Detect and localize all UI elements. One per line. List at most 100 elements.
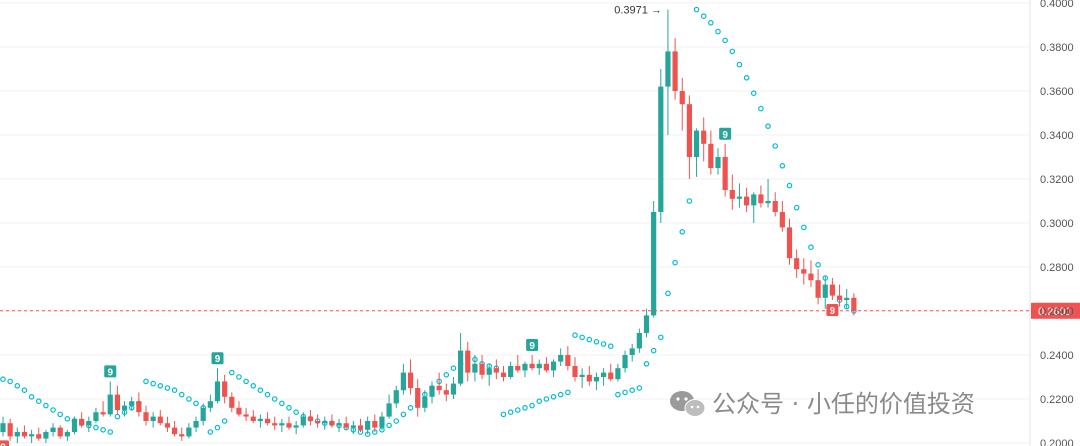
sar-dot xyxy=(229,369,235,376)
sar-dot xyxy=(679,229,686,235)
sar-dot xyxy=(279,400,285,407)
sar-dot xyxy=(7,378,13,385)
sar-dot xyxy=(736,61,743,68)
candle xyxy=(286,416,292,430)
sar-dot xyxy=(100,426,106,433)
candle-body xyxy=(479,363,485,375)
candle xyxy=(622,350,628,373)
candle xyxy=(672,38,678,100)
candle xyxy=(758,185,764,208)
sar-dot xyxy=(21,387,28,394)
candle-body xyxy=(608,372,614,380)
candle xyxy=(794,249,800,278)
candle xyxy=(579,368,585,388)
candle-body xyxy=(601,372,607,377)
candle xyxy=(493,359,499,380)
sar-dot xyxy=(643,360,650,367)
sar-dot xyxy=(758,105,764,112)
candle xyxy=(536,359,542,375)
candle-body xyxy=(150,416,156,421)
candle-body xyxy=(815,280,821,298)
candle-body xyxy=(536,363,542,369)
sar-dot xyxy=(114,413,121,420)
candle xyxy=(322,416,328,430)
candle-body xyxy=(558,355,564,362)
candle xyxy=(43,429,49,443)
candle xyxy=(407,359,414,395)
candle xyxy=(36,427,42,441)
candle xyxy=(0,416,6,437)
candle-body xyxy=(836,295,843,300)
candle xyxy=(665,9,671,135)
candle xyxy=(114,385,120,415)
candle xyxy=(801,258,807,285)
candle xyxy=(593,372,600,391)
candle-body xyxy=(851,297,857,311)
candle xyxy=(14,427,20,443)
candle-body xyxy=(744,196,750,206)
candle xyxy=(279,418,285,432)
candle-body xyxy=(622,355,628,369)
sar-dot xyxy=(293,409,299,416)
candle-body xyxy=(450,383,457,395)
candle-body xyxy=(64,432,70,437)
candle xyxy=(508,361,514,380)
candle xyxy=(422,390,428,413)
candle xyxy=(379,412,385,430)
candle-body xyxy=(701,130,707,144)
candle xyxy=(372,414,378,432)
sar-dot xyxy=(793,204,800,211)
candle xyxy=(150,412,156,428)
candle-body xyxy=(758,194,764,204)
candle xyxy=(515,355,521,373)
candle-body xyxy=(493,368,499,373)
sar-dot xyxy=(28,393,35,400)
candle-body xyxy=(379,416,385,428)
candle xyxy=(829,278,835,300)
badge-box xyxy=(0,440,9,446)
y-tick-label: 0.3000 xyxy=(1040,218,1074,230)
candle-body xyxy=(343,423,349,428)
candle-body xyxy=(636,333,642,349)
candle-body xyxy=(465,350,471,373)
sar-dot xyxy=(400,411,407,418)
candle-body xyxy=(222,381,228,397)
candle xyxy=(79,412,85,428)
candle xyxy=(121,401,128,417)
candle xyxy=(186,423,192,439)
candle-body xyxy=(772,201,778,212)
sar-dot xyxy=(672,259,678,266)
candle xyxy=(57,425,63,439)
signal-badges: 9 9 9 9 9 9 xyxy=(0,127,839,446)
candle xyxy=(86,416,92,432)
candle xyxy=(93,407,99,424)
sar-dot xyxy=(636,385,643,391)
candle-body xyxy=(593,377,600,382)
sar-dot xyxy=(264,391,271,398)
candle-body xyxy=(400,372,406,391)
candle xyxy=(779,201,785,232)
candle xyxy=(679,77,685,131)
candle-body xyxy=(315,421,321,424)
sar-dot xyxy=(407,404,414,411)
candle xyxy=(336,418,342,432)
sar-dot xyxy=(450,365,457,372)
candle-body xyxy=(293,425,299,428)
candle xyxy=(608,363,614,382)
watermark-text: 公众号 · 小任的价值投资 xyxy=(712,390,975,418)
high-price-label: 0.3971 → xyxy=(614,5,662,17)
candle xyxy=(21,425,28,439)
sar-dot xyxy=(665,290,671,297)
candle-body xyxy=(279,423,285,426)
candle-body xyxy=(79,418,85,426)
candle xyxy=(472,355,478,382)
candle-body xyxy=(372,421,378,428)
candle xyxy=(522,361,528,377)
candle-body xyxy=(107,394,113,415)
watermark: 公众号 · 小任的价值投资 xyxy=(670,390,975,418)
sar-dot xyxy=(393,418,400,424)
y-tick-label: 0.2000 xyxy=(1040,438,1074,446)
sar-dot xyxy=(529,402,535,409)
candle-body xyxy=(643,315,650,333)
